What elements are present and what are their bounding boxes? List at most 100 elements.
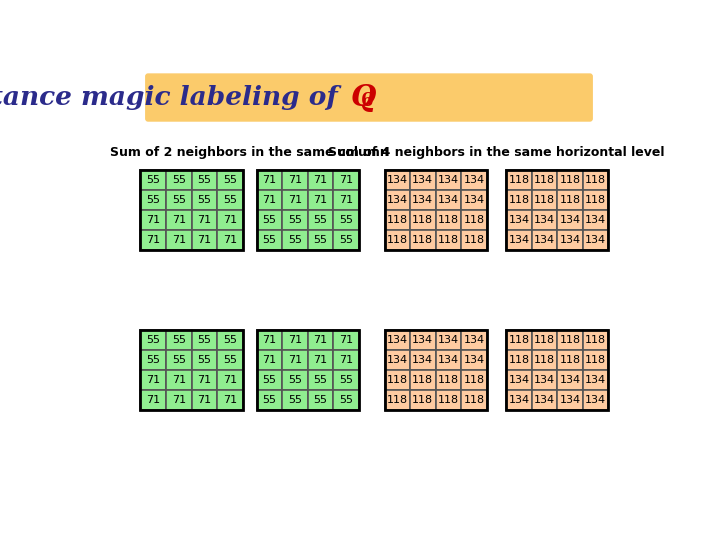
Text: 55: 55 <box>339 214 353 225</box>
Bar <box>333 230 359 249</box>
Bar <box>192 210 217 230</box>
Text: 118: 118 <box>559 174 580 185</box>
Bar <box>333 350 359 370</box>
Bar <box>217 230 243 249</box>
Text: 134: 134 <box>413 174 433 185</box>
Text: 118: 118 <box>534 174 555 185</box>
Text: 118: 118 <box>387 375 408 384</box>
Text: 55: 55 <box>223 335 237 345</box>
Bar <box>166 190 192 210</box>
Bar <box>532 390 557 410</box>
Bar <box>532 330 557 350</box>
Text: 118: 118 <box>585 335 606 345</box>
Bar <box>557 390 583 410</box>
Text: 55: 55 <box>197 355 211 365</box>
Bar <box>583 210 608 230</box>
Text: 134: 134 <box>534 375 555 384</box>
Text: 55: 55 <box>172 355 186 365</box>
Text: 71: 71 <box>197 214 212 225</box>
Bar <box>436 190 462 210</box>
Text: 118: 118 <box>508 174 529 185</box>
Bar <box>217 190 243 210</box>
Text: 71: 71 <box>146 395 161 405</box>
Text: 71: 71 <box>339 355 354 365</box>
Text: 71: 71 <box>288 335 302 345</box>
Bar <box>256 330 359 410</box>
Bar <box>140 210 166 230</box>
Bar <box>583 350 608 370</box>
Bar <box>532 370 557 390</box>
Bar <box>532 210 557 230</box>
Bar <box>256 170 359 249</box>
Bar <box>333 210 359 230</box>
Text: 134: 134 <box>559 234 580 245</box>
Text: 134: 134 <box>585 234 606 245</box>
Text: 118: 118 <box>534 194 555 205</box>
Bar <box>166 370 192 390</box>
Bar <box>140 350 166 370</box>
Text: 118: 118 <box>585 194 606 205</box>
Text: 71: 71 <box>288 194 302 205</box>
Text: 134: 134 <box>559 395 580 405</box>
Bar <box>217 350 243 370</box>
Bar <box>192 190 217 210</box>
Text: 134: 134 <box>413 355 433 365</box>
Text: 118: 118 <box>387 214 408 225</box>
Text: 55: 55 <box>314 375 328 384</box>
Bar <box>384 370 410 390</box>
Bar <box>583 190 608 210</box>
Text: 134: 134 <box>559 214 580 225</box>
Bar <box>192 230 217 249</box>
Text: 134: 134 <box>559 375 580 384</box>
Text: Q: Q <box>351 83 376 112</box>
Bar <box>282 170 307 190</box>
Text: 55: 55 <box>262 375 276 384</box>
Bar <box>384 330 487 410</box>
Bar <box>462 190 487 210</box>
Text: 118: 118 <box>559 355 580 365</box>
Text: 71: 71 <box>313 174 328 185</box>
Text: 134: 134 <box>438 194 459 205</box>
Bar <box>557 330 583 350</box>
Text: 71: 71 <box>262 355 276 365</box>
Bar <box>256 190 282 210</box>
Text: 71: 71 <box>146 234 161 245</box>
Bar <box>140 390 166 410</box>
Bar <box>410 170 436 190</box>
Bar <box>506 190 532 210</box>
Bar <box>192 350 217 370</box>
Text: Sum of 4 neighbors in the same horizontal level: Sum of 4 neighbors in the same horizonta… <box>328 146 665 159</box>
Text: 134: 134 <box>508 214 529 225</box>
Bar <box>410 370 436 390</box>
Bar <box>333 170 359 190</box>
Bar <box>140 330 243 410</box>
Text: 71: 71 <box>222 375 237 384</box>
Bar <box>384 170 487 249</box>
Text: 71: 71 <box>313 194 328 205</box>
Bar <box>506 390 532 410</box>
Text: 55: 55 <box>314 214 328 225</box>
Bar <box>384 390 410 410</box>
Bar <box>256 370 282 390</box>
Text: 71: 71 <box>288 355 302 365</box>
Text: Sum of 2 neighbors in the same column: Sum of 2 neighbors in the same column <box>110 146 389 159</box>
Bar <box>217 390 243 410</box>
Bar <box>583 390 608 410</box>
Bar <box>410 390 436 410</box>
Text: 118: 118 <box>413 395 433 405</box>
Text: 6: 6 <box>361 92 374 110</box>
Bar <box>166 230 192 249</box>
Bar <box>506 330 608 410</box>
Text: 134: 134 <box>464 335 485 345</box>
Bar <box>384 350 410 370</box>
Text: 55: 55 <box>262 214 276 225</box>
Text: 118: 118 <box>559 335 580 345</box>
Bar <box>384 170 410 190</box>
Bar <box>436 230 462 249</box>
Text: 118: 118 <box>387 395 408 405</box>
Bar <box>557 350 583 370</box>
Bar <box>410 190 436 210</box>
Bar <box>256 350 282 370</box>
Text: 118: 118 <box>438 375 459 384</box>
Bar <box>384 210 410 230</box>
